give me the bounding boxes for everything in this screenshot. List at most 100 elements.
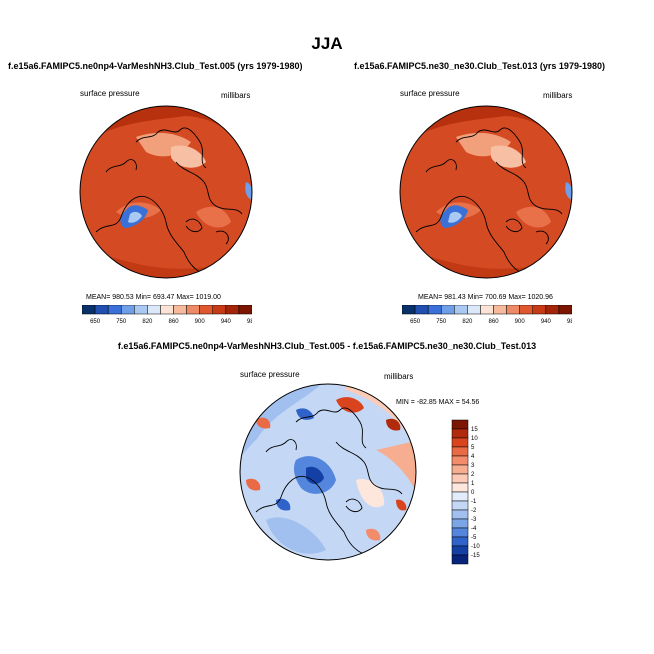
- colorbar-swatch-bottom-0: [451, 419, 469, 430]
- colorbar-swatch-bottom-7: [451, 482, 469, 493]
- colorbar-swatch-bottom-8: [451, 491, 469, 502]
- colorbar-swatch-bottom-2: [451, 437, 469, 448]
- colorbar-swatch-bottom-11: [451, 518, 469, 529]
- mean-value-top-right: 981.43: [444, 294, 466, 301]
- colorbar-swatch-top-right-9: [519, 305, 534, 315]
- min-label-top-right: Min=: [467, 294, 484, 301]
- colorbar-tick-label-bottom-9: -2: [471, 508, 477, 514]
- colorbar-swatch-top-right-0: [402, 305, 416, 315]
- colorbar-swatch-top-right-6: [480, 305, 494, 315]
- max-label-top-left: Max=: [176, 294, 194, 301]
- colorbar-swatch-top-right-5: [467, 305, 481, 315]
- min-value-top-right: 700.69: [484, 294, 507, 301]
- stats-top-right: MEAN= 981.43 Min= 700.69 Max= 1020.96: [418, 294, 553, 301]
- colorbar-swatch-top-right-10: [532, 305, 547, 315]
- colorbar-swatch-top-right-12: [558, 305, 572, 315]
- colorbar-swatch-top-right-11: [545, 305, 560, 315]
- colorbar-tick-label-top-left-4: 900: [195, 319, 206, 325]
- panel-title-top-left: f.e15a6.FAMIPC5.ne0np4-VarMeshNH3.Club_T…: [8, 61, 303, 71]
- colorbar-top-right: 6507508208609009409801020: [402, 305, 572, 325]
- colorbar-swatch-top-left-9: [199, 305, 214, 315]
- colorbar-swatch-top-right-8: [506, 305, 520, 315]
- stats-bottom: MIN = -82.85 MAX = 54.56: [396, 399, 479, 406]
- min-label-top-left: Min=: [135, 294, 152, 301]
- variable-label-top-left: surface pressure: [80, 89, 140, 98]
- polar-map-top-left: [79, 105, 253, 279]
- variable-label-top-right: surface pressure: [400, 89, 460, 98]
- min-value-top-left: 693.47: [152, 294, 175, 301]
- colorbar-tick-label-bottom-10: -3: [471, 517, 477, 523]
- colorbar-swatch-top-left-0: [82, 305, 96, 315]
- map-field-bottom: [240, 384, 416, 560]
- colorbar-swatch-bottom-6: [451, 473, 469, 484]
- colorbar-tick-label-bottom-1: 10: [471, 436, 478, 442]
- max-label-top-right: Max=: [508, 294, 526, 301]
- colorbar-swatch-bottom-15: [451, 554, 469, 565]
- colorbar-tick-label-top-left-5: 940: [221, 319, 232, 325]
- units-label-top-right: millibars: [543, 91, 573, 100]
- map-field-top-right: [400, 106, 572, 278]
- colorbar-swatch-top-left-5: [147, 305, 161, 315]
- colorbar-tick-label-bottom-6: 1: [471, 481, 475, 487]
- colorbar-tick-label-top-right-2: 820: [462, 319, 473, 325]
- colorbar-tick-label-top-right-4: 900: [515, 319, 526, 325]
- units-label-top-left: millibars: [221, 91, 251, 100]
- mean-label-top-left: MEAN=: [86, 294, 111, 301]
- colorbar-tick-label-top-right-5: 940: [541, 319, 552, 325]
- colorbar-tick-label-bottom-0: 15: [471, 427, 478, 433]
- colorbar-tick-label-bottom-7: 0: [471, 490, 475, 496]
- colorbar-tick-label-top-left-3: 860: [169, 319, 180, 325]
- colorbar-tick-label-top-right-3: 860: [489, 319, 500, 325]
- colorbar-swatch-top-right-2: [427, 305, 442, 315]
- polar-map-top-right: [399, 105, 573, 279]
- colorbar-swatch-top-left-12: [238, 305, 252, 315]
- colorbar-tick-label-top-left-2: 820: [142, 319, 153, 325]
- colorbar-swatch-bottom-1: [451, 428, 469, 439]
- colorbar-swatch-bottom-14: [451, 545, 469, 556]
- colorbar-top-left: 6507508208609009409801020: [82, 305, 252, 325]
- colorbar-swatch-bottom-13: [451, 536, 469, 547]
- colorbar-tick-label-bottom-11: -4: [471, 526, 477, 532]
- colorbar-swatch-top-left-10: [212, 305, 227, 315]
- colorbar-tick-label-top-left-1: 750: [116, 319, 127, 325]
- colorbar-tick-label-bottom-14: -15: [471, 553, 480, 559]
- colorbar-swatch-top-right-3: [440, 305, 455, 315]
- figure-title: JJA: [311, 34, 343, 53]
- colorbar-tick-label-bottom-4: 3: [471, 463, 475, 469]
- colorbar-swatch-top-left-6: [160, 305, 174, 315]
- panel-title-bottom: f.e15a6.FAMIPC5.ne0np4-VarMeshNH3.Club_T…: [117, 341, 537, 351]
- colorbar-swatch-bottom-12: [451, 527, 469, 538]
- colorbar-swatch-top-left-2: [107, 305, 122, 315]
- colorbar-swatch-bottom-5: [451, 464, 469, 475]
- colorbar-swatch-bottom-4: [451, 455, 469, 466]
- colorbar-tick-label-top-right-0: 650: [410, 319, 421, 325]
- colorbar-swatch-top-left-1: [94, 305, 109, 315]
- colorbar-tick-label-top-right-1: 750: [436, 319, 447, 325]
- colorbar-tick-label-top-left-0: 650: [90, 319, 101, 325]
- stats-top-left: MEAN= 980.53 Min= 693.47 Max= 1019.00: [86, 294, 221, 301]
- colorbar-swatch-top-right-1: [414, 305, 429, 315]
- colorbar-swatch-top-left-3: [120, 305, 135, 315]
- max-value-top-left: 1019.00: [195, 294, 221, 301]
- colorbar-tick-label-bottom-13: -10: [471, 544, 480, 550]
- colorbar-swatch-bottom-10: [451, 509, 469, 520]
- max-value-bottom: 54.56: [461, 399, 480, 406]
- colorbar-tick-label-bottom-8: -1: [471, 499, 477, 505]
- colorbar-tick-label-top-left-6: 980: [247, 319, 252, 325]
- colorbar-swatch-top-left-8: [186, 305, 200, 315]
- colorbar-swatch-top-right-4: [454, 305, 468, 315]
- variable-label-bottom: surface pressure: [240, 370, 300, 379]
- max-label-bottom: MAX =: [438, 399, 460, 406]
- units-label-bottom: millibars: [384, 372, 414, 381]
- colorbar-swatch-bottom-9: [451, 500, 469, 511]
- colorbar-tick-label-bottom-2: 5: [471, 445, 475, 451]
- colorbar-swatch-top-left-7: [173, 305, 187, 315]
- min-value-bottom: -82.85: [416, 399, 437, 406]
- colorbar-swatch-top-left-4: [134, 305, 148, 315]
- max-value-top-right: 1020.96: [527, 294, 553, 301]
- mean-label-top-right: MEAN=: [418, 294, 443, 301]
- polar-map-bottom: [239, 383, 417, 561]
- colorbar-swatch-top-left-11: [225, 305, 240, 315]
- colorbar-tick-label-bottom-3: 4: [471, 454, 475, 460]
